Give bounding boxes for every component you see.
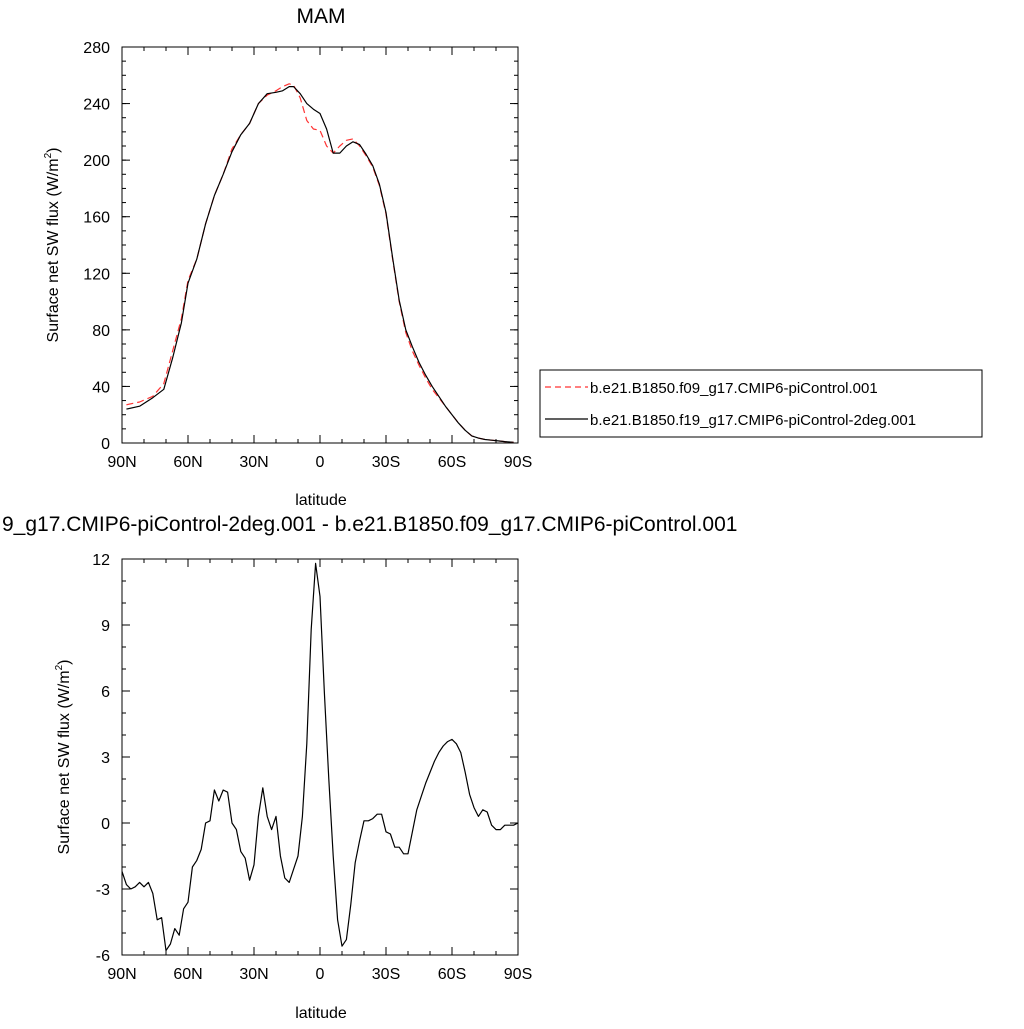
top-panel: MAM 90N 60N 30N 0 30S 60S 90S 0 40 80 120 160 200 24… bbox=[43, 5, 532, 509]
top-plot-frame bbox=[121, 46, 519, 444]
bottom-y-axis-title-main: Surface net SW flux (W/m bbox=[56, 670, 73, 854]
y-tick-label: 0 bbox=[101, 816, 110, 833]
top-x-axis-title: latitude bbox=[295, 492, 347, 509]
bottom-tick-marks bbox=[121, 558, 519, 956]
legend-box bbox=[539, 369, 983, 438]
x-tick-label: 90S bbox=[504, 454, 532, 471]
y-tick-label: 120 bbox=[83, 266, 110, 283]
y-tick-label: 6 bbox=[101, 684, 110, 701]
x-tick-label: 30S bbox=[372, 454, 400, 471]
bottom-y-axis-title-close: ) bbox=[56, 660, 73, 665]
y-tick-label: 3 bbox=[101, 750, 110, 767]
x-tick-label: 60S bbox=[438, 454, 466, 471]
y-tick-label: 80 bbox=[92, 323, 110, 340]
top-y-axis-title-close: ) bbox=[45, 148, 62, 153]
y-tick-label: -3 bbox=[96, 882, 110, 899]
top-series-line-1 bbox=[126, 83, 514, 443]
y-tick-label: 9 bbox=[101, 618, 110, 635]
x-tick-label: 90S bbox=[504, 966, 532, 983]
bottom-series-lines bbox=[121, 562, 519, 952]
bottom-series-line-1 bbox=[121, 562, 519, 952]
legend-label-series-1: b.e21.B1850.f09_g17.CMIP6-piControl.001 bbox=[590, 380, 878, 397]
x-tick-label: 30N bbox=[239, 454, 268, 471]
bottom-x-axis-title: latitude bbox=[295, 1005, 347, 1022]
x-tick-label: 60S bbox=[438, 966, 466, 983]
top-series-lines bbox=[126, 83, 514, 443]
bottom-x-tick-labels: 90N 60N 30N 0 30S 60S 90S bbox=[107, 966, 532, 983]
bottom-chart-title: 9_g17.CMIP6-piControl-2deg.001 - b.e21.B… bbox=[2, 513, 737, 536]
y-tick-label: 40 bbox=[92, 379, 110, 396]
y-tick-label: 280 bbox=[83, 40, 110, 57]
y-tick-label: 12 bbox=[92, 552, 110, 569]
top-tick-marks bbox=[121, 46, 519, 444]
bottom-panel: 9_g17.CMIP6-piControl-2deg.001 - b.e21.B… bbox=[2, 513, 737, 1022]
x-tick-label: 90N bbox=[107, 966, 136, 983]
x-tick-label: 90N bbox=[107, 454, 136, 471]
bottom-y-tick-labels: -6 -3 0 3 6 9 12 bbox=[92, 552, 110, 965]
top-y-axis-title-sup: 2 bbox=[43, 152, 54, 158]
y-tick-label: -6 bbox=[96, 948, 110, 965]
bottom-y-axis-title: Surface net SW flux (W/m2) bbox=[54, 660, 73, 855]
x-tick-label: 0 bbox=[316, 454, 325, 471]
x-tick-label: 0 bbox=[316, 966, 325, 983]
top-x-tick-labels: 90N 60N 30N 0 30S 60S 90S bbox=[107, 454, 532, 471]
y-tick-label: 160 bbox=[83, 210, 110, 227]
x-tick-label: 60N bbox=[173, 966, 202, 983]
y-tick-label: 240 bbox=[83, 97, 110, 114]
top-y-axis-title: Surface net SW flux (W/m2) bbox=[43, 148, 62, 343]
y-tick-label: 0 bbox=[101, 436, 110, 453]
legend-label-series-2: b.e21.B1850.f19_g17.CMIP6-piControl-2deg… bbox=[590, 412, 916, 429]
top-chart-title: MAM bbox=[297, 5, 346, 28]
top-series-line-2 bbox=[126, 85, 514, 443]
x-tick-label: 60N bbox=[173, 454, 202, 471]
bottom-plot-frame bbox=[121, 558, 519, 956]
legend: b.e21.B1850.f09_g17.CMIP6-piControl.001 … bbox=[539, 369, 983, 438]
top-y-axis-title-main: Surface net SW flux (W/m bbox=[45, 158, 62, 342]
x-tick-label: 30S bbox=[372, 966, 400, 983]
bottom-y-axis-title-sup: 2 bbox=[54, 664, 65, 670]
x-tick-label: 30N bbox=[239, 966, 268, 983]
y-tick-label: 200 bbox=[83, 153, 110, 170]
top-y-tick-labels: 0 40 80 120 160 200 240 280 bbox=[83, 40, 110, 453]
